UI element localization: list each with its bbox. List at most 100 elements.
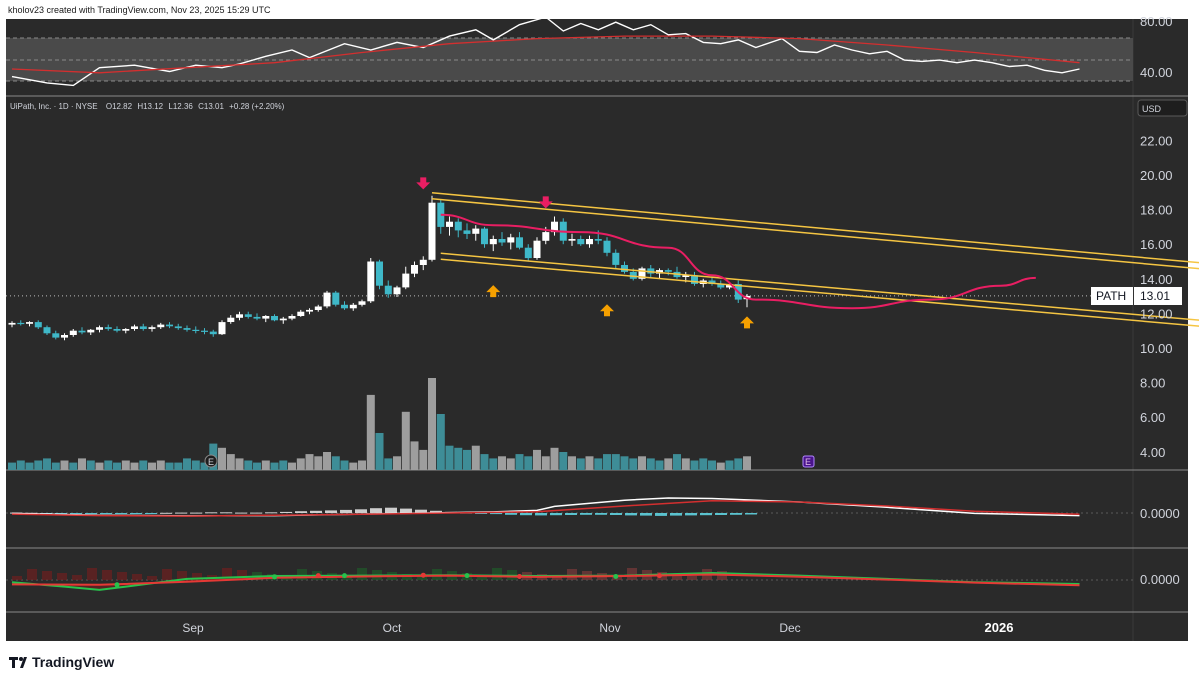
candle-body [349,304,357,309]
candle-body [463,230,471,234]
volume-bar [620,456,629,470]
candle-body [192,329,200,331]
upcoming-earnings-marker[interactable] [802,455,815,468]
volume-bar [8,462,16,470]
rsi-axis-label: 80.00 [1140,14,1173,29]
candle-body [157,324,165,328]
oscillator-histogram-bar [687,576,697,580]
macd-histogram-bar [280,511,292,513]
oscillator-histogram-bar [237,570,247,580]
buy-arrow-icon [740,316,754,329]
candle-body [78,330,86,333]
candle-body [367,261,375,302]
candle-body [577,239,585,245]
macd-histogram-bar [430,510,442,513]
price-axis-label: 22.00 [1140,133,1173,148]
oscillator-histogram-bar [117,572,127,580]
volume-bar [113,462,121,470]
drawings[interactable] [416,177,1199,337]
candle-body [262,316,270,319]
oscillator-histogram-bar [552,576,562,580]
candle-body [472,228,480,234]
price-axis-label: 4.00 [1140,445,1165,460]
macd-histogram-bar [55,513,67,514]
tradingview-logo[interactable]: TradingView [9,654,114,670]
volume-bar [489,458,498,470]
earnings-marker[interactable] [204,454,218,468]
price-axis-label: 16.00 [1140,237,1173,252]
macd-histogram-bar [265,512,277,514]
symbol-info: UiPath, Inc. · 1D · NYSE [10,102,98,111]
currency-label: USD [1142,104,1162,114]
macd-histogram-bar [355,509,367,513]
author-credit: kholov23 created with TradingView.com, N… [8,5,271,15]
volume-bar [156,460,165,470]
macd-histogram-bar [475,513,487,514]
macd-histogram-bar [535,513,547,516]
axis-labels: 80.00 40.00 22.00 20.00 18.00 16.00 14.00 12.00… [182,14,1179,635]
oscillator-histogram-bar [672,574,682,580]
candle-body [26,322,33,324]
candle-body [341,304,348,309]
candle-body [682,275,690,277]
candle-body [244,314,252,317]
candle-body [61,335,68,338]
currency-badge[interactable] [1137,99,1188,117]
volume-bar [454,447,463,470]
oscillator-histogram-bar [222,568,232,580]
volume-bar [568,456,576,470]
oscillator-histogram-bar [417,576,427,580]
volume-bar [708,460,716,470]
macd-histogram-bar [100,513,112,514]
volume-bar [288,462,296,470]
volume-bar [559,452,568,470]
volume-bar [43,458,51,470]
volume-bar [690,460,699,470]
crossover-dot [420,572,426,578]
macd-histogram-bar [310,510,322,513]
volume-bar [314,456,323,470]
candle-body [411,265,418,274]
macd-histogram-bar [505,513,517,515]
axis-background [1133,19,1188,641]
candle-body [131,326,138,329]
candle-body [34,322,42,328]
volume-bar [734,458,743,470]
oscillator-histogram-bar [567,569,577,580]
oscillator-pane [11,568,1080,591]
volume-bar [139,460,148,470]
volume-bar [366,394,375,470]
oscillator-histogram-bar [477,575,487,580]
candle-body [271,316,278,321]
volume-bar [664,458,673,470]
sell-arrow-icon [416,177,431,190]
price-tag[interactable] [1134,287,1182,305]
volume-bar [340,460,349,470]
macd-histogram-bar [175,512,187,514]
macd-histogram-bar [400,508,412,513]
volume-bar [86,460,95,470]
channel-lower-line [440,252,1199,321]
macd-signal-line [11,499,1080,517]
candle-body [201,330,208,332]
candle-body [638,268,646,279]
symbol-legend: UiPath, Inc. · 1D · NYSE O12.82 H13.12 L… [10,102,285,111]
ticker-tag[interactable] [1091,287,1133,305]
crossover-dot [657,573,662,579]
oscillator-axis-label: 0.0000 [1140,572,1180,587]
volume-bar [305,454,314,470]
volume-bar [261,460,270,470]
oscillator-histogram-bar [102,570,112,580]
candle-body [166,324,173,327]
channel-upper-line [431,192,1199,264]
volume-bar [743,456,751,470]
close-value: 13.01 [204,102,225,111]
price-tag-value: 13.01 [1140,289,1170,303]
volume-bar [235,458,244,470]
macd-histogram-bar [145,513,157,514]
candle-body [402,273,410,288]
candle-body [306,309,313,312]
oscillator-histogram-bar [627,568,637,580]
volume-bar [104,460,113,470]
